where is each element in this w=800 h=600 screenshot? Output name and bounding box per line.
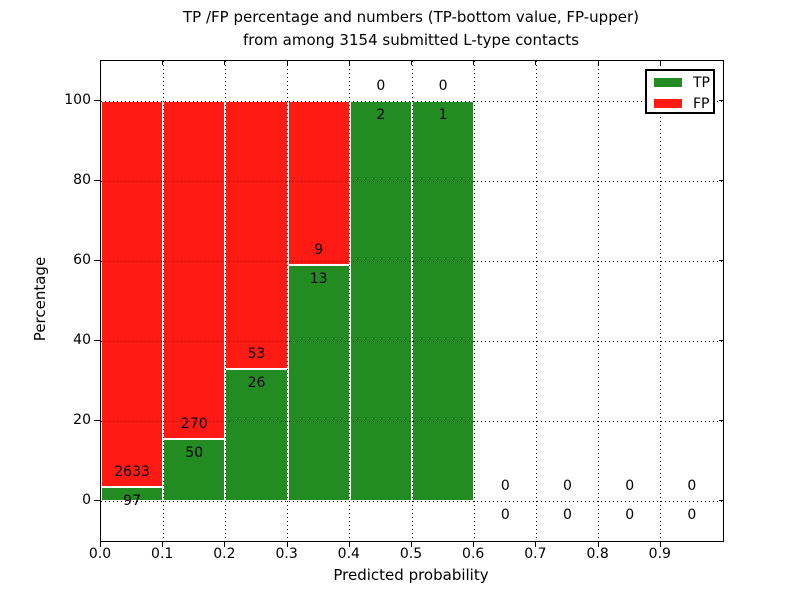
y-tick-label: 40 bbox=[73, 332, 91, 348]
y-tick-label: 0 bbox=[82, 492, 91, 508]
vertical-gridline bbox=[411, 61, 413, 541]
horizontal-gridline bbox=[101, 101, 723, 102]
fp-bar-segment bbox=[287, 101, 350, 265]
x-axis-label: Predicted probability bbox=[333, 566, 489, 584]
chart-title: TP /FP percentage and numbers (TP-bottom… bbox=[100, 6, 722, 52]
horizontal-gridline bbox=[101, 341, 723, 342]
x-tick-label: 0.0 bbox=[88, 546, 112, 562]
tp-count-label: 26 bbox=[247, 375, 266, 392]
fp-count-label: 9 bbox=[314, 241, 324, 258]
legend: TP FP bbox=[645, 69, 715, 114]
legend-item-tp: TP bbox=[647, 73, 713, 92]
tp-count-label: 50 bbox=[185, 444, 204, 461]
chart-title-line2: from among 3154 submitted L-type contact… bbox=[242, 31, 580, 49]
fp-count-label: 270 bbox=[180, 415, 208, 432]
y-tick-mark bbox=[94, 500, 100, 501]
y-tick-label: 60 bbox=[73, 252, 91, 268]
y-tick-mark-right bbox=[719, 420, 723, 421]
y-tick-mark bbox=[94, 420, 100, 421]
y-tick-mark-right bbox=[719, 260, 723, 261]
vertical-gridline bbox=[162, 61, 164, 541]
vertical-gridline bbox=[473, 61, 475, 541]
x-tick-mark bbox=[348, 542, 350, 547]
y-tick-label: 20 bbox=[73, 412, 91, 428]
fp-count-label: 0 bbox=[500, 478, 510, 494]
y-tick-mark-right bbox=[719, 500, 723, 501]
x-tick-mark bbox=[535, 542, 537, 547]
y-tick-mark bbox=[94, 180, 100, 181]
vertical-gridline bbox=[287, 61, 289, 541]
tp-count-label: 97 bbox=[123, 492, 142, 509]
fp-count-label: 0 bbox=[376, 78, 386, 94]
x-tick-label: 0.6 bbox=[462, 546, 485, 562]
tp-count-label: 2 bbox=[376, 107, 386, 123]
x-tick-label: 0.4 bbox=[337, 546, 360, 562]
x-tick-label: 0.7 bbox=[524, 546, 547, 562]
fp-count-label: 2633 bbox=[114, 463, 150, 480]
x-tick-mark bbox=[100, 542, 101, 547]
x-tick-mark-top bbox=[100, 61, 101, 65]
tp-count-label: 13 bbox=[309, 270, 328, 287]
x-tick-label: 0.9 bbox=[648, 546, 671, 562]
chart-title-line1: TP /FP percentage and numbers (TP-bottom… bbox=[183, 8, 639, 26]
y-tick-mark-right bbox=[719, 100, 723, 101]
y-tick-label: 80 bbox=[73, 172, 91, 188]
y-axis-label: Percentage bbox=[31, 256, 49, 342]
vertical-gridline bbox=[535, 61, 537, 541]
fp-count-label: 0 bbox=[438, 78, 448, 94]
tp-count-label: 1 bbox=[438, 107, 448, 123]
fp-bar-segment bbox=[225, 101, 288, 370]
x-tick-mark bbox=[224, 542, 226, 547]
fp-bar-segment bbox=[163, 101, 226, 439]
y-tick-mark bbox=[94, 260, 100, 261]
x-tick-mark bbox=[473, 542, 475, 547]
tp-bar-segment bbox=[101, 486, 164, 501]
tp-bar-segment bbox=[163, 438, 226, 501]
x-tick-mark bbox=[659, 542, 661, 547]
horizontal-gridline bbox=[101, 501, 723, 502]
fp-bar-segment bbox=[101, 101, 164, 487]
x-tick-label: 0.5 bbox=[399, 546, 423, 562]
y-tick-mark-right bbox=[719, 340, 723, 341]
tp-bar-segment bbox=[287, 264, 350, 501]
x-tick-label: 0.3 bbox=[275, 546, 298, 562]
x-tick-mark bbox=[162, 542, 164, 547]
vertical-gridline bbox=[598, 61, 600, 541]
tp-count-label: 0 bbox=[687, 507, 697, 523]
tp-bar-segment bbox=[412, 101, 475, 501]
x-tick-label: 0.8 bbox=[586, 546, 609, 562]
legend-item-fp: FP bbox=[647, 94, 713, 113]
y-tick-mark bbox=[94, 100, 100, 101]
horizontal-gridline bbox=[101, 181, 723, 182]
fp-count-label: 0 bbox=[687, 478, 697, 494]
tp-color-swatch bbox=[654, 78, 682, 87]
legend-label-fp: FP bbox=[693, 95, 710, 112]
horizontal-gridline bbox=[101, 261, 723, 262]
fp-count-label: 0 bbox=[563, 478, 572, 494]
x-tick-label: 0.1 bbox=[151, 546, 174, 562]
y-tick-mark-right bbox=[719, 180, 723, 181]
tp-count-label: 0 bbox=[625, 507, 635, 523]
x-tick-label: 0.2 bbox=[213, 546, 236, 562]
tp-bar-segment bbox=[225, 369, 288, 501]
y-tick-label: 100 bbox=[64, 92, 91, 108]
vertical-gridline bbox=[660, 61, 662, 541]
fp-color-swatch bbox=[654, 99, 682, 108]
x-tick-mark bbox=[411, 542, 412, 547]
vertical-gridline bbox=[224, 61, 226, 541]
x-tick-mark bbox=[286, 542, 288, 547]
tp-count-label: 0 bbox=[563, 507, 572, 523]
fp-count-label: 0 bbox=[625, 478, 635, 494]
y-tick-mark bbox=[94, 340, 100, 341]
vertical-gridline bbox=[349, 61, 351, 541]
legend-label-tp: TP bbox=[693, 74, 710, 91]
horizontal-gridline bbox=[101, 421, 723, 422]
plot-area: 97 2633 50 270 26 53 13 9 2 0 1 0 0 0 0 0 0 0 0 0 bbox=[100, 60, 724, 542]
tp-count-label: 0 bbox=[500, 507, 510, 523]
x-tick-mark bbox=[597, 542, 599, 547]
tp-bar-segment bbox=[349, 101, 412, 501]
fp-count-label: 53 bbox=[247, 346, 266, 363]
